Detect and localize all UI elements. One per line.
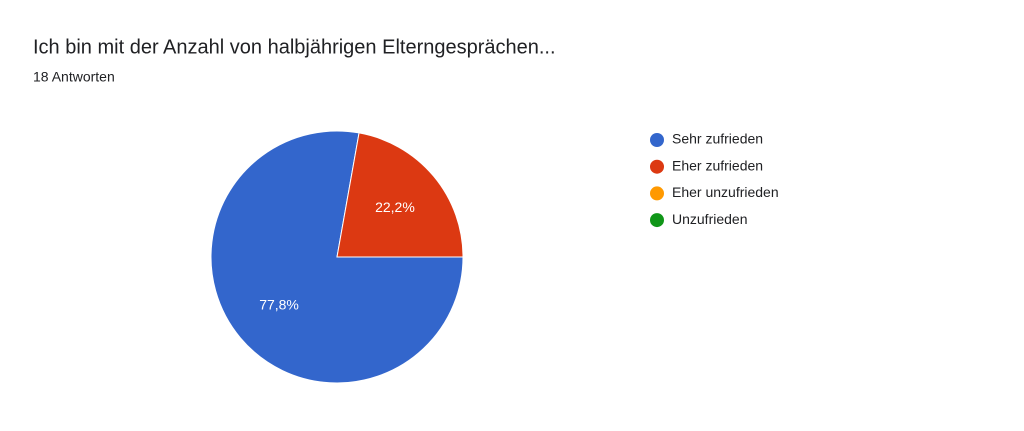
legend-label: Eher unzufrieden	[672, 184, 779, 200]
legend-swatch	[650, 186, 664, 201]
chart-title: Ich bin mit der Anzahl von halbjährigen …	[33, 36, 556, 58]
slice-label: 22,2%	[375, 199, 415, 215]
pie-slice	[336, 132, 464, 258]
legend-swatch	[650, 133, 664, 147]
legend-label: Sehr zufrieden	[672, 131, 763, 147]
legend-label: Eher zufrieden	[672, 157, 763, 173]
legend-swatch	[650, 159, 664, 174]
legend-swatch	[650, 213, 664, 228]
legend-label: Unzufrieden	[672, 211, 748, 227]
slice-label: 77,8%	[259, 296, 299, 312]
chart-subtitle: 18 Antworten	[33, 69, 115, 85]
